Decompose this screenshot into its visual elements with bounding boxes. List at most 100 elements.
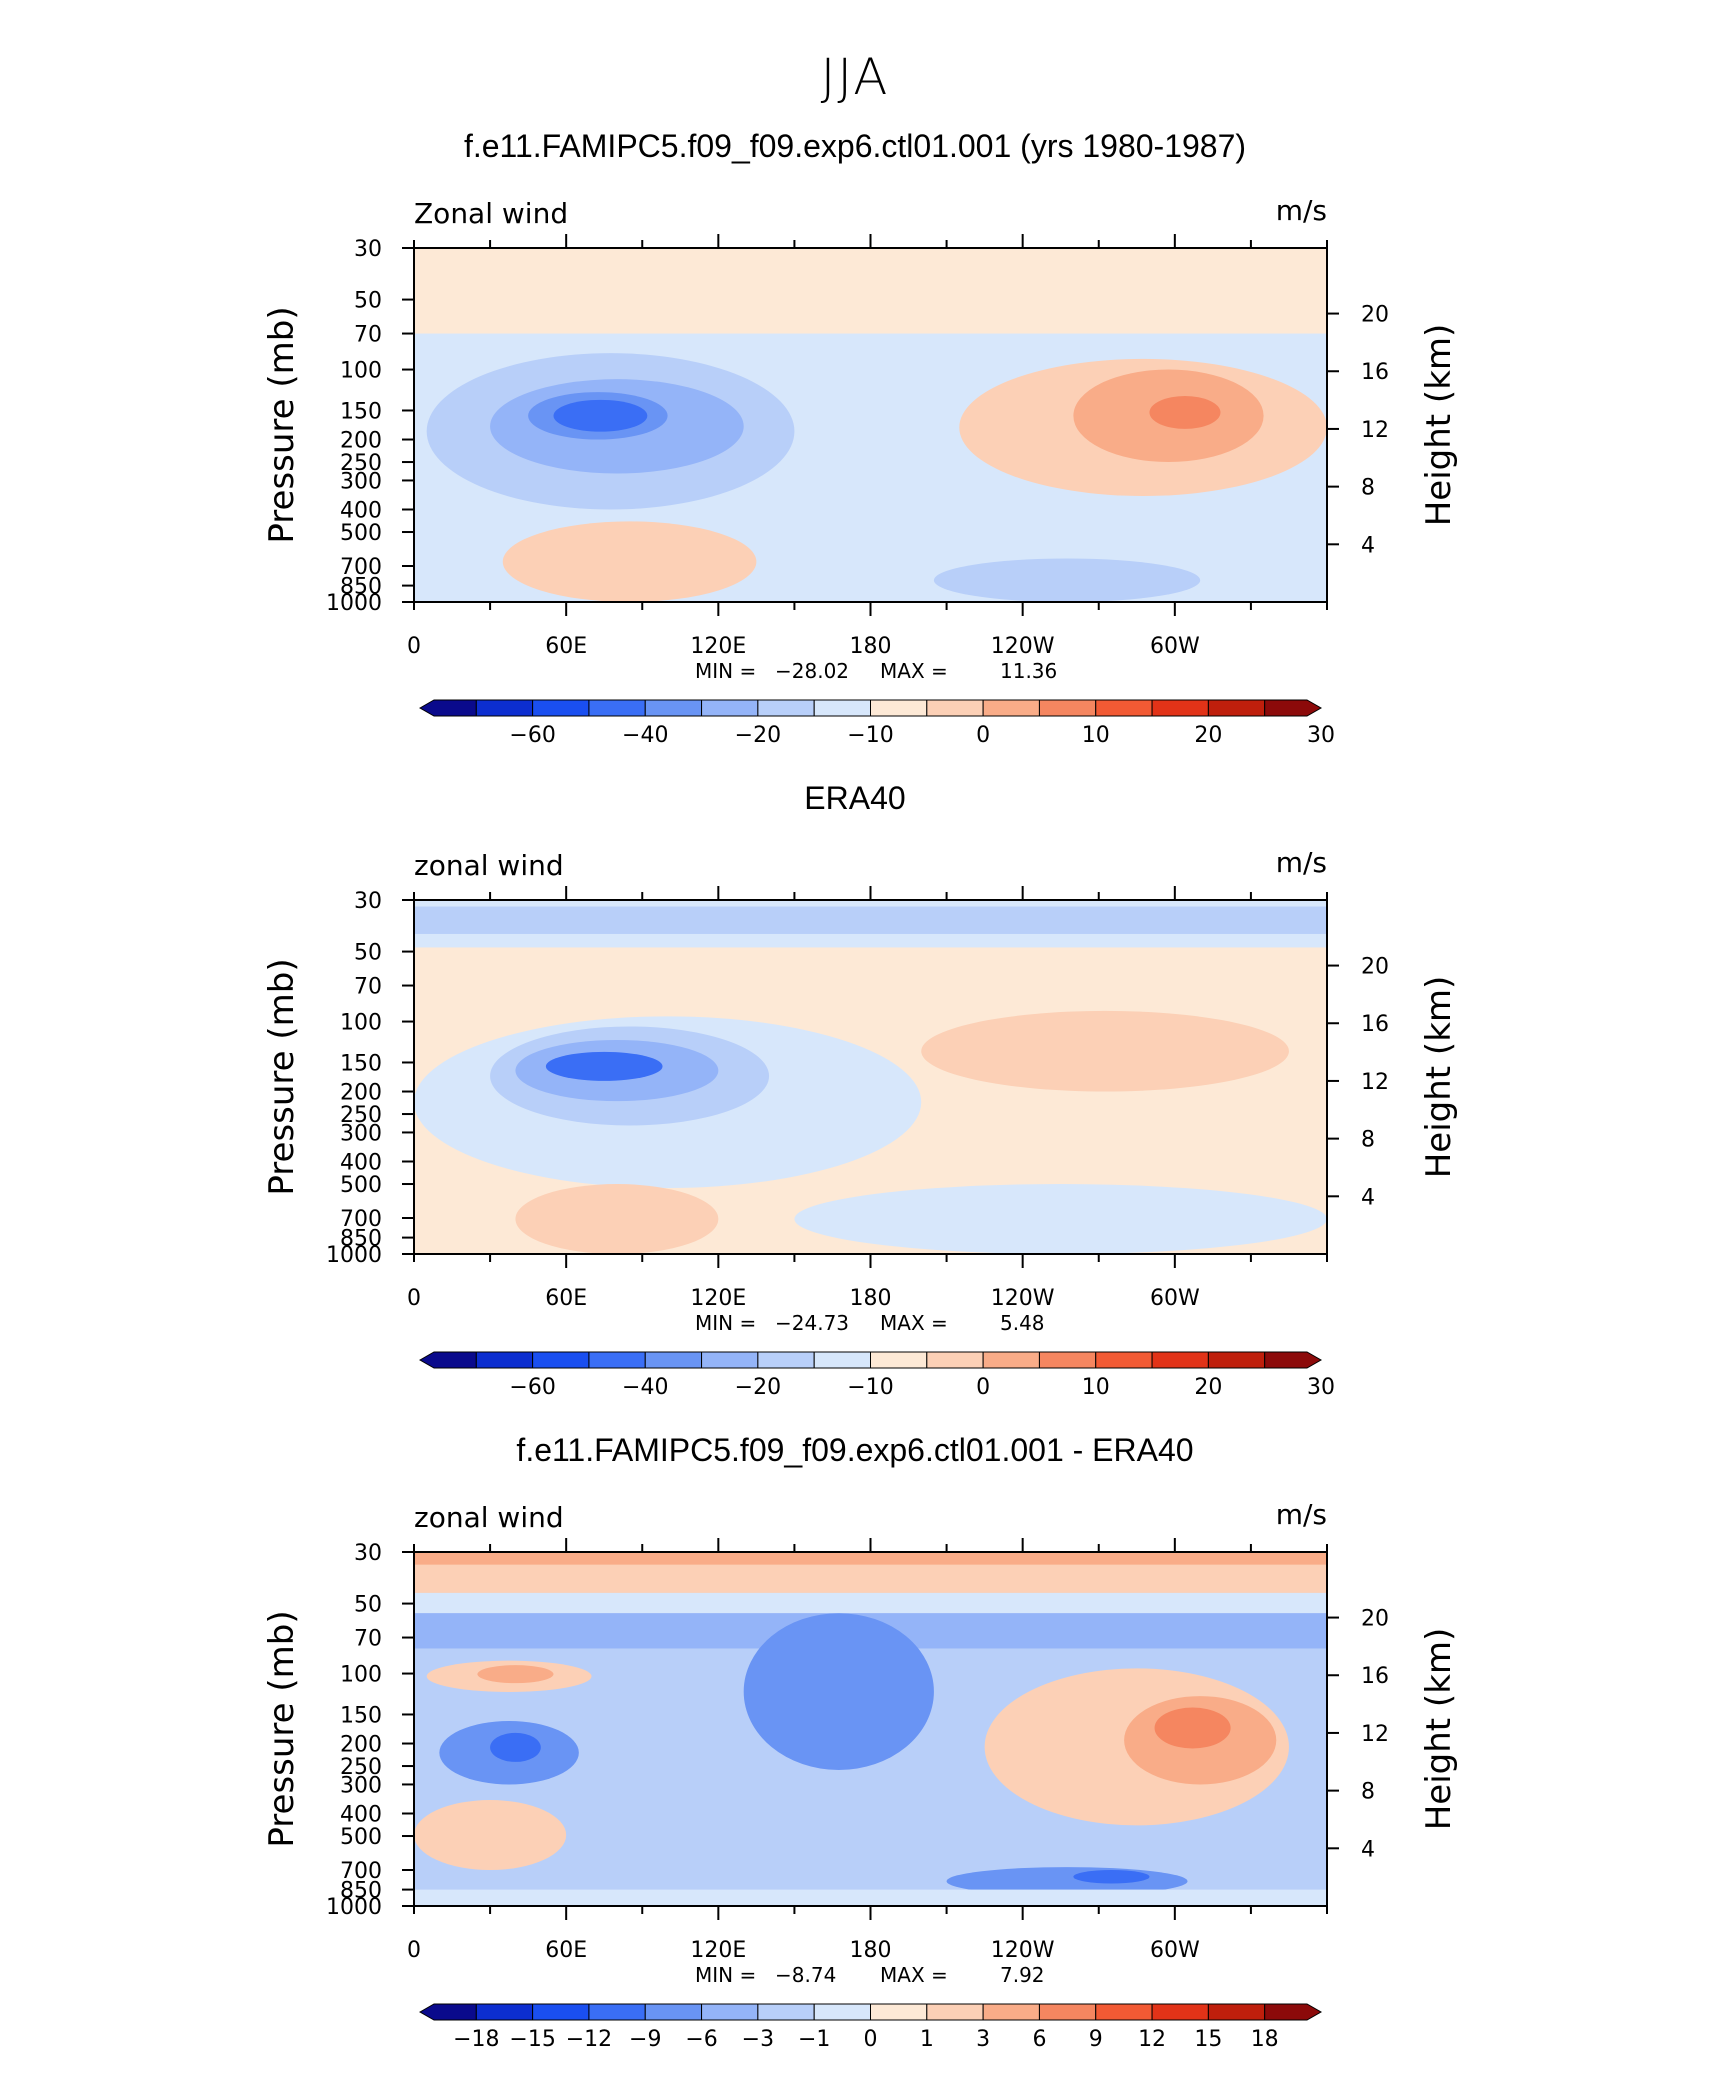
x-tick-label: 120W [991,634,1055,659]
y-tick-label: 300 [340,1121,382,1146]
panel-title: f.e11.FAMIPC5.f09_f09.exp6.ctl01.001 - E… [516,1432,1194,1468]
colorbar-label: −40 [622,723,668,748]
contour-region [921,1010,1289,1092]
colorbar-swatch [1264,699,1323,717]
colorbar-label: −1 [798,2027,830,2052]
panel-difference: f.e11.FAMIPC5.f09_f09.exp6.ctl01.001 - E… [0,1432,1710,2082]
colorbar-label: 9 [1089,2027,1103,2052]
y-right-tick-label: 4 [1361,533,1375,558]
contour-region [794,1184,1327,1254]
colorbar-swatch [1038,699,1097,717]
colorbar-swatch [813,699,871,717]
colorbar-label: 20 [1194,723,1222,748]
panel-model: f.e11.FAMIPC5.f09_f09.exp6.ctl01.001 (yr… [0,128,1710,778]
y-tick-label: 100 [340,1011,382,1036]
x-tick-label: 120E [690,634,746,659]
y-right-axis-label: Height (km) [1419,1628,1459,1831]
y-right-tick-label: 16 [1361,1012,1389,1037]
y-tick-label: 850 [340,1879,382,1904]
y-tick-label: 150 [340,399,382,424]
colorbar-swatch [588,2003,646,2021]
y-right-axis-label: Height (km) [1419,976,1459,1179]
colorbar-swatch [813,2003,871,2021]
colorbar-label: −9 [629,2027,661,2052]
colorbar-swatch [870,2003,928,2021]
colorbar-swatch [982,1351,1040,1369]
colorbar-swatch [588,1351,646,1369]
colorbar-swatch [870,1351,928,1369]
colorbar-label: 10 [1082,1375,1110,1400]
contour-region [667,969,1023,983]
y-axis-label: Pressure (mb) [262,1610,302,1847]
colorbar-label: −60 [509,723,555,748]
colorbar-label: −18 [453,2027,499,2052]
y-tick-label: 850 [340,575,382,600]
colorbar-label: 30 [1307,723,1335,748]
panel-era40: ERA40 0 60E 120E 180 120W 60W 30 50 70 100 150 200 2… [0,780,1710,1430]
colorbar-label: 1 [920,2027,934,2052]
colorbar-swatch [1095,699,1153,717]
colorbar-label: −6 [685,2027,717,2052]
y-right-tick-label: 4 [1361,1185,1375,1210]
colorbar-swatch [926,1351,984,1369]
colorbar-swatch [757,699,815,717]
y-tick-label: 70 [354,323,382,348]
y-right-tick-label: 20 [1361,1607,1389,1632]
y-tick-label: 150 [340,1703,382,1728]
y-tick-label: 700 [340,555,382,580]
y-right-tick-label: 16 [1361,1664,1389,1689]
colorbar-swatch [588,699,646,717]
colorbar-swatch [644,2003,703,2021]
panel-title: f.e11.FAMIPC5.f09_f09.exp6.ctl01.001 (yr… [463,128,1247,164]
y-tick-label: 200 [340,429,382,454]
colorbar-label: −12 [566,2027,612,2052]
y-tick-label: 30 [354,1541,382,1566]
colorbar-label: 20 [1194,1375,1222,1400]
y-tick-label: 200 [340,1733,382,1758]
y-tick-label: 500 [340,521,382,546]
field-contours [414,1552,1327,1906]
colorbar-swatch [757,1351,815,1369]
y-tick-label: 50 [354,1593,382,1618]
colorbar-label: 15 [1194,2027,1222,2052]
min-label: MIN = [695,1311,756,1335]
colorbar-label: 30 [1307,1375,1335,1400]
colorbar-swatch [532,699,590,717]
colorbar-label: −40 [622,1375,668,1400]
contour-band [414,1552,1327,1565]
y-tick-label: 1000 [326,1895,382,1920]
y-tick-label: 300 [340,469,382,494]
x-tick-label: 180 [850,1286,892,1311]
colorbar-swatch [475,1351,534,1369]
contour-band [414,248,1327,334]
x-tick-label: 0 [407,1286,421,1311]
y-tick-label: 50 [354,289,382,314]
x-tick-label: 0 [407,634,421,659]
y-tick-label: 850 [340,1227,382,1252]
colorbar-swatch [532,1351,590,1369]
colorbar-swatch [1207,699,1266,717]
colorbar-swatch [701,699,759,717]
min-value: −28.02 [775,659,849,683]
contour-region [477,1665,554,1684]
min-label: MIN = [695,659,756,683]
variable-label: zonal wind [414,1501,564,1534]
field-contours [414,900,1327,1254]
y-tick-label: 700 [340,1859,382,1884]
y-right-tick-label: 12 [1361,1070,1389,1095]
colorbar-label: −10 [847,1375,893,1400]
colorbar-swatch [475,699,534,717]
colorbar-swatch [1207,1351,1266,1369]
variable-label: Zonal wind [414,197,568,230]
colorbar-swatch [644,1351,703,1369]
y-tick-label: 30 [354,889,382,914]
y-tick-label: 400 [340,1150,382,1175]
contour-region [490,1732,541,1762]
colorbar-swatch [418,699,477,717]
y-right-tick-label: 12 [1361,1722,1389,1747]
max-label: MAX = [880,1311,948,1335]
colorbar-swatch [870,699,928,717]
y-tick-label: 30 [354,237,382,262]
colorbar-swatch [1264,2003,1323,2021]
colorbar-swatch [1151,2003,1209,2021]
